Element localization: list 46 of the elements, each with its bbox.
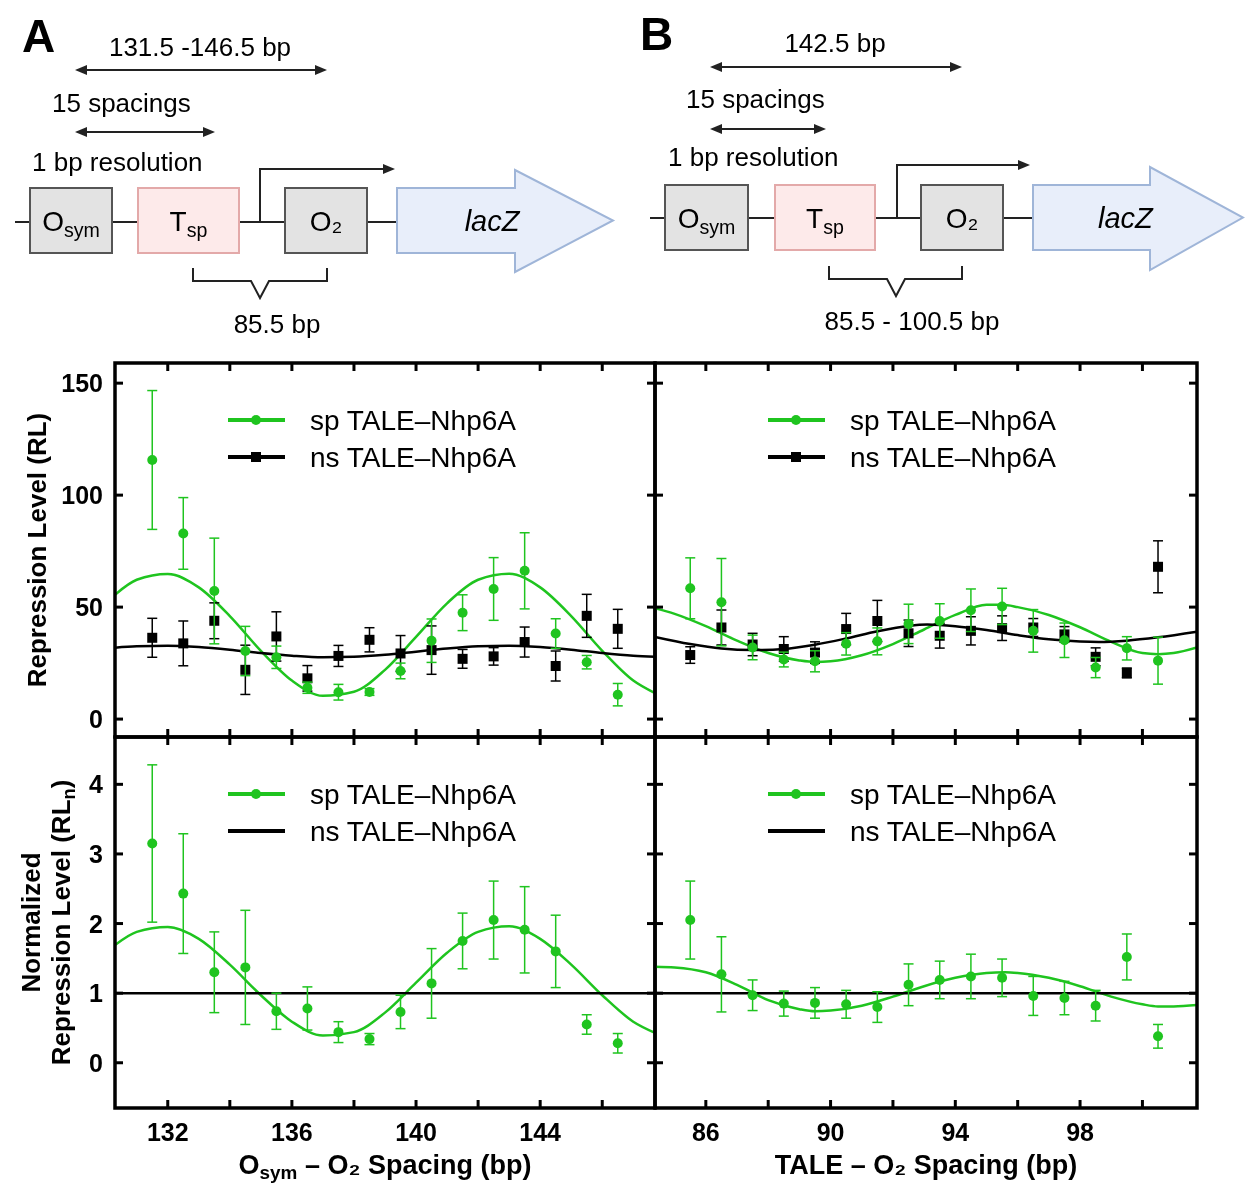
text: T$_{sp}$ <box>806 202 844 238</box>
legend-label: sp TALE–Nhp6A <box>850 779 1057 810</box>
legend-label: sp TALE–Nhp6A <box>310 405 517 436</box>
legend-label: ns TALE–Nhp6A <box>310 816 517 847</box>
text: T$_{sp}$ <box>169 205 208 241</box>
text: lacZ <box>1098 201 1155 234</box>
y-tick-label: 100 <box>61 481 103 510</box>
y-tick-label: 3 <box>89 839 103 868</box>
text: O$_{sym}$ <box>42 205 100 241</box>
y-tick-label: 0 <box>89 1048 103 1077</box>
text: B <box>640 8 674 60</box>
legend-label: sp TALE–Nhp6A <box>310 779 517 810</box>
text: lacZ <box>464 204 521 237</box>
x-tick-label: 136 <box>271 1118 313 1146</box>
x-tick-label: 86 <box>691 1118 720 1146</box>
x-tick-label: 132 <box>146 1118 189 1146</box>
y-tick-label: 150 <box>61 369 103 398</box>
text: 1 bp resolution <box>668 142 839 172</box>
x-axis-title: TALE – O₂ Spacing (bp) <box>774 1150 1078 1180</box>
y-tick-label: 4 <box>89 770 104 799</box>
legend-label: ns TALE–Nhp6A <box>310 442 517 473</box>
text: O₂ <box>945 202 979 234</box>
text: 85.5 - 100.5 bp <box>824 306 1000 336</box>
y-axis-title: Repression Level (RL) <box>22 412 52 688</box>
y-tick-label: 2 <box>89 909 103 938</box>
text: 15 spacings <box>52 88 191 118</box>
text: 15 spacings <box>686 84 825 114</box>
x-axis-title: O$_{sym}$ – O₂ Spacing (bp) <box>238 1150 532 1183</box>
text: O₂ <box>309 205 343 237</box>
x-tick-label: 144 <box>519 1118 562 1146</box>
x-tick-label: 98 <box>1066 1118 1095 1146</box>
text: 142.5 bp <box>784 28 886 58</box>
text: 1 bp resolution <box>32 147 203 177</box>
legend-label: sp TALE–Nhp6A <box>850 405 1057 436</box>
x-tick-label: 94 <box>941 1118 970 1146</box>
text: O$_{sym}$ <box>677 202 736 238</box>
y-tick-label: 0 <box>89 705 103 734</box>
x-tick-label: 90 <box>816 1118 845 1146</box>
y-tick-label: 1 <box>89 979 104 1008</box>
y-tick-label: 50 <box>75 593 103 622</box>
text: 131.5 -146.5 bp <box>108 32 292 62</box>
legend-label: ns TALE–Nhp6A <box>850 442 1057 473</box>
x-tick-label: 140 <box>395 1118 437 1146</box>
text: A <box>22 10 56 62</box>
text: 85.5 bp <box>233 309 321 339</box>
legend-label: ns TALE–Nhp6A <box>850 816 1057 847</box>
